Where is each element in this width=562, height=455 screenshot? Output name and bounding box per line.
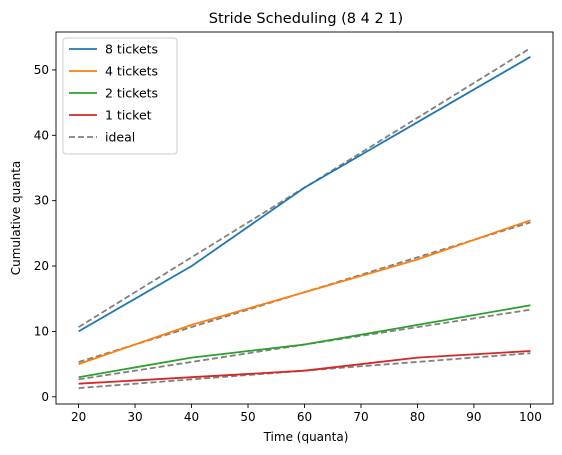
series-line-2-tickets — [78, 304, 531, 379]
plot-area — [78, 47, 531, 389]
legend: 8 tickets 4 tickets 2 tickets 1 ticket ideal — [62, 37, 178, 155]
x-tick-label: 100 — [519, 410, 542, 424]
x-tick-label: 50 — [240, 410, 255, 424]
chart-title: Stride Scheduling (8 4 2 1) — [209, 11, 403, 27]
legend-label-1-ticket: 1 ticket — [105, 108, 152, 123]
x-tick-label: 60 — [297, 410, 312, 424]
x-tick-label: 90 — [466, 410, 481, 424]
x-tick-label: 70 — [353, 410, 368, 424]
y-tick-label: 50 — [34, 63, 49, 77]
y-tick-label: 0 — [41, 390, 49, 404]
legend-label-8-tickets: 8 tickets — [105, 42, 158, 57]
x-axis-title: Time (quanta) — [263, 430, 349, 444]
legend-label-4-tickets: 4 tickets — [105, 64, 158, 79]
y-tick-label: 40 — [34, 128, 49, 142]
y-tick-label: 20 — [34, 259, 49, 273]
legend-label-2-tickets: 2 tickets — [105, 86, 158, 101]
legend-label-ideal: ideal — [105, 130, 135, 145]
y-tick-label: 30 — [34, 194, 49, 208]
x-tick-label: 40 — [184, 410, 199, 424]
x-tick-label: 20 — [71, 410, 86, 424]
series-line-8-tickets — [78, 56, 531, 333]
axes: 20 30 40 50 60 70 80 90 100 0 10 20 30 40 50 — [34, 31, 554, 424]
x-tick-label: 80 — [410, 410, 425, 424]
y-tick-label: 10 — [34, 324, 49, 338]
x-tick-label: 30 — [127, 410, 142, 424]
series-line-4-tickets — [78, 219, 531, 365]
series-line-1-ticket — [78, 350, 531, 385]
y-axis-title: Cumulative quanta — [9, 161, 23, 276]
legend-box — [62, 37, 178, 155]
